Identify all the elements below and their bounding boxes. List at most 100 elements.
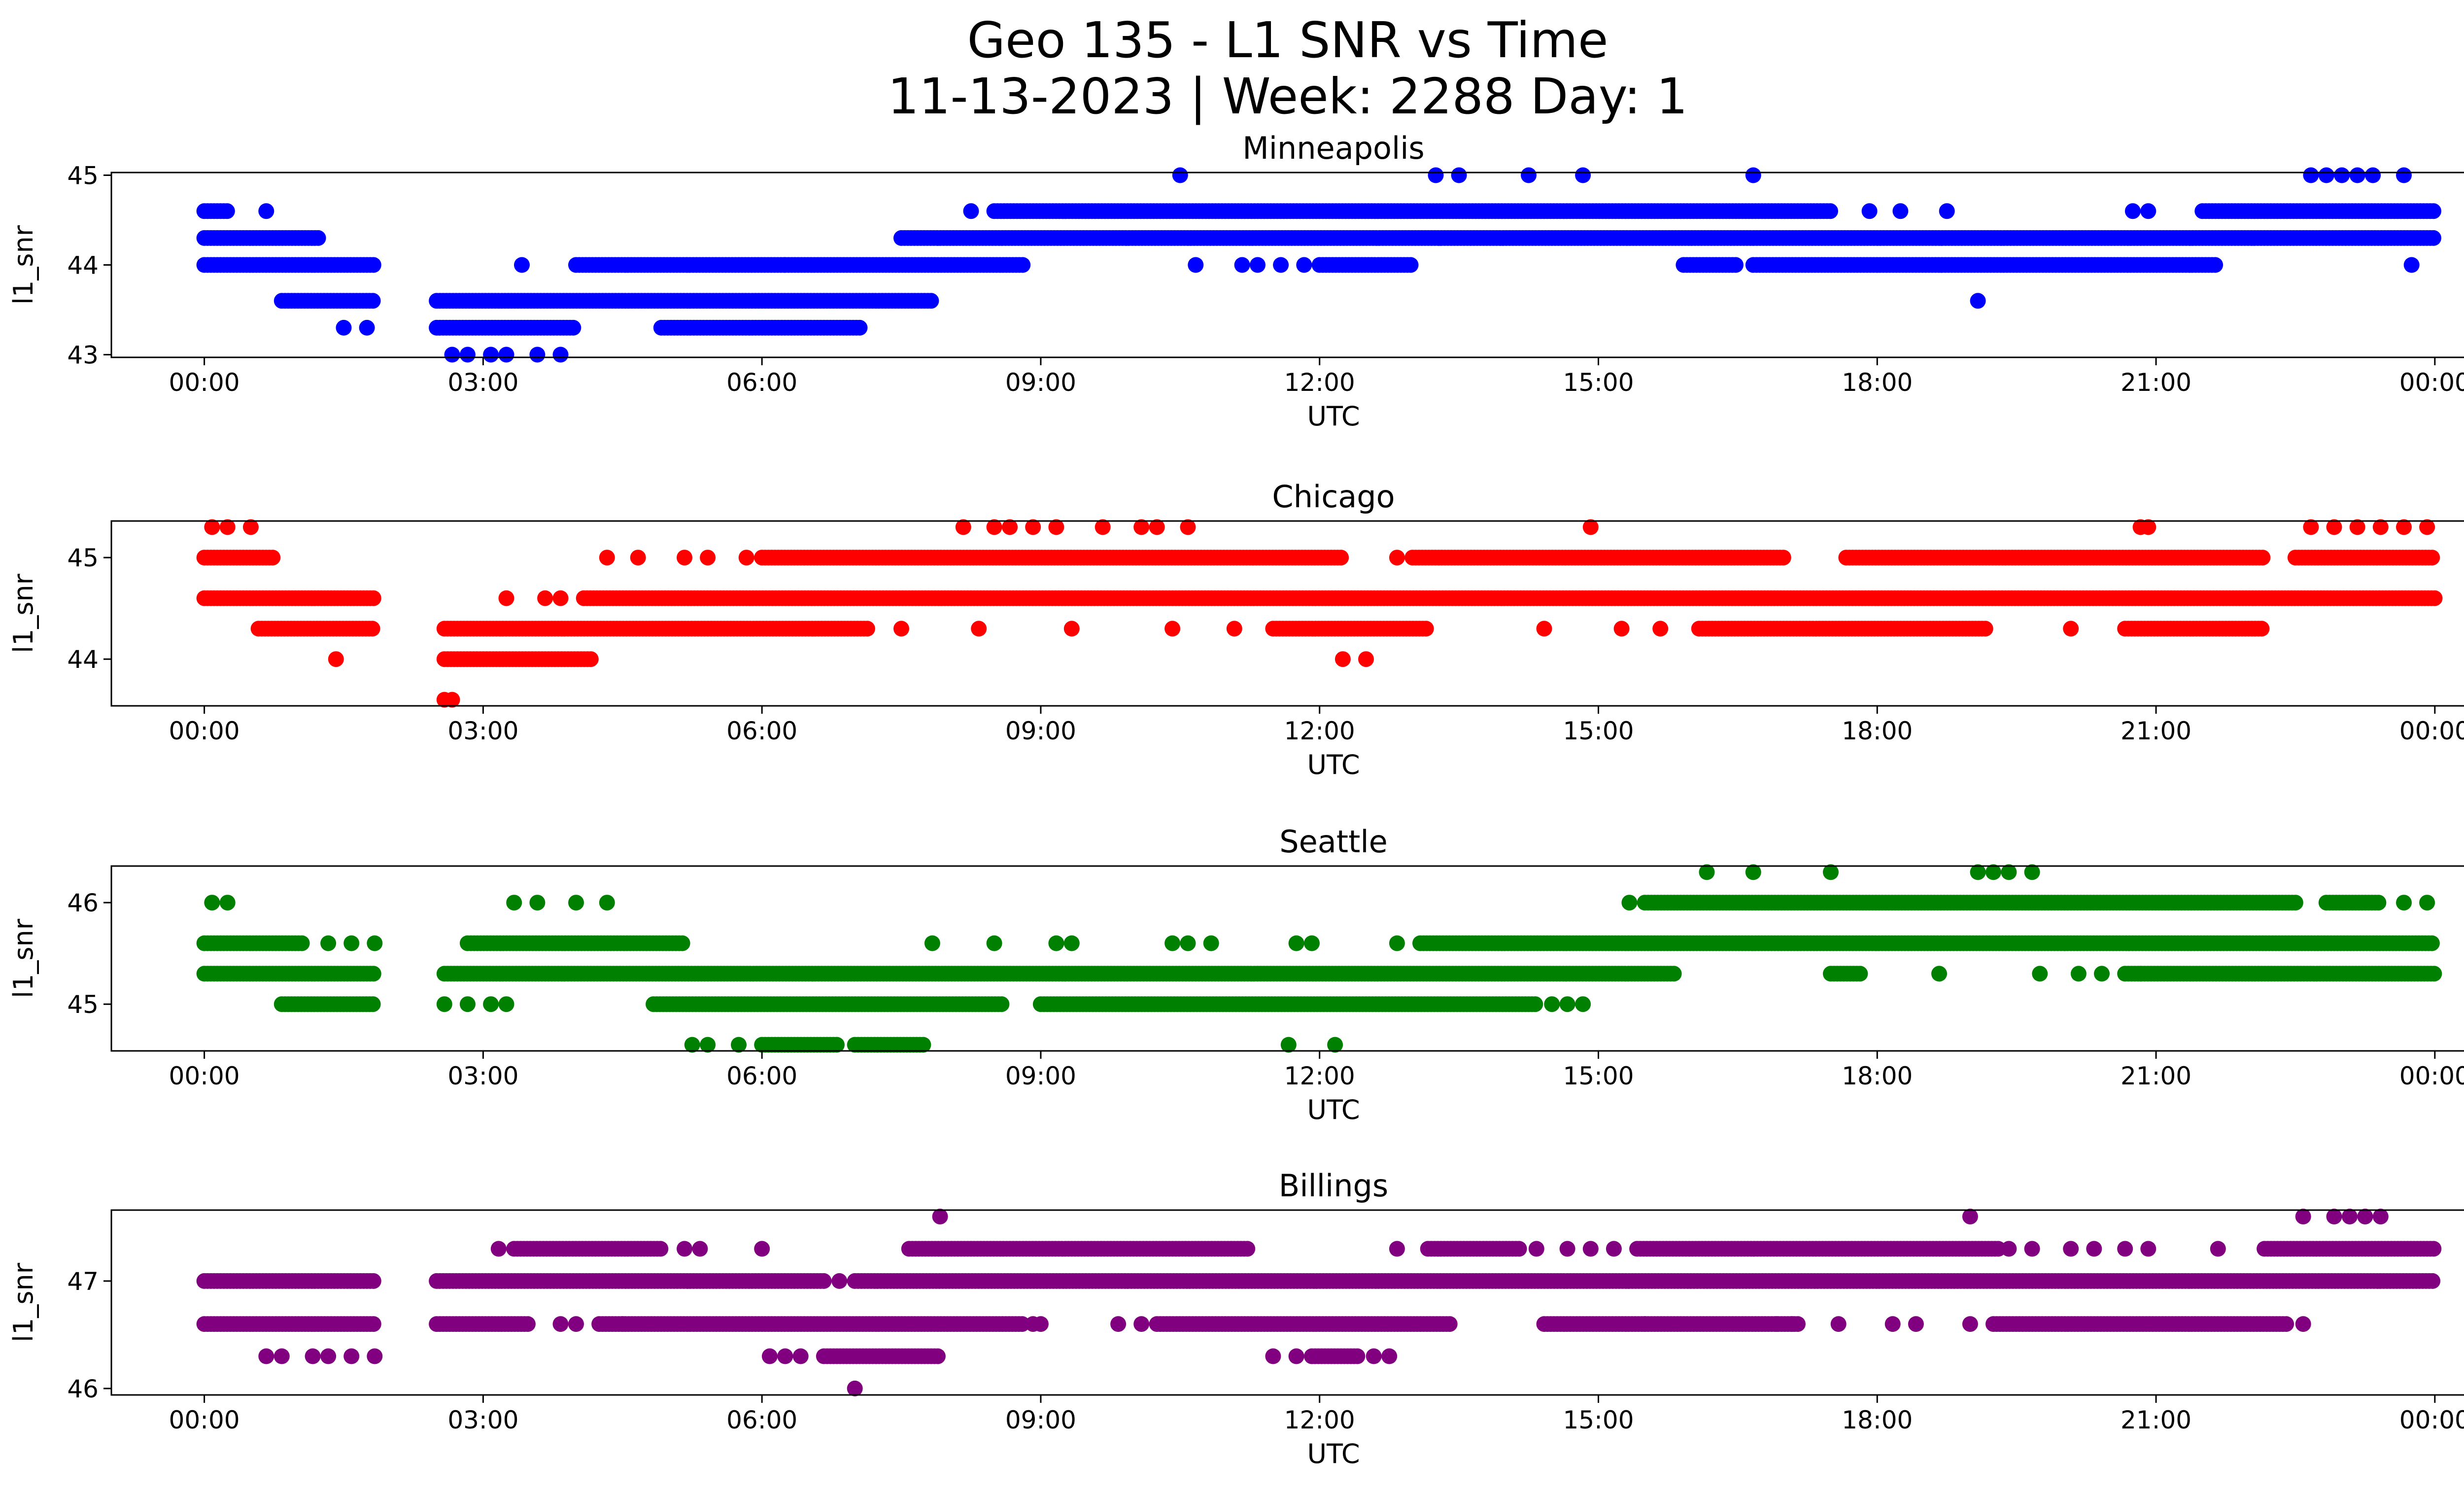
data-point xyxy=(1536,621,1552,637)
data-point xyxy=(565,319,582,336)
x-tick-label: 18:00 xyxy=(1842,717,1913,745)
x-tick-label: 00:00 xyxy=(2399,368,2464,397)
data-point xyxy=(599,895,615,911)
data-point xyxy=(1389,935,1405,951)
data-point xyxy=(1977,621,1993,637)
data-point xyxy=(1304,935,1320,951)
data-point xyxy=(1527,996,1543,1012)
data-point xyxy=(506,895,522,911)
data-point xyxy=(923,293,939,309)
data-point xyxy=(1451,167,1467,183)
data-point xyxy=(359,319,375,336)
data-point xyxy=(1296,257,1312,273)
data-point xyxy=(1745,864,1761,880)
data-point xyxy=(1095,519,1111,535)
data-point xyxy=(1015,257,1031,273)
data-point xyxy=(2424,550,2440,566)
data-point xyxy=(483,347,499,363)
data-point xyxy=(2372,519,2389,535)
y-axis-label: l1_snr xyxy=(8,918,39,998)
panel-title: Minneapolis xyxy=(1242,130,1425,166)
scatter-points-minneapolis xyxy=(196,167,2441,363)
data-point xyxy=(1226,621,1242,637)
panel-minneapolis: 00:00 03:00 06:00 09:00 12:00 15:00 18:00 21:00… xyxy=(8,130,2464,432)
data-point xyxy=(2063,621,2079,637)
data-point xyxy=(1002,519,1018,535)
data-point xyxy=(1403,257,1419,273)
data-point xyxy=(1327,1037,1343,1053)
data-point xyxy=(1188,257,1204,273)
data-point xyxy=(2426,230,2441,246)
data-point xyxy=(963,203,979,219)
data-point xyxy=(1048,519,1064,535)
data-point xyxy=(529,347,546,363)
data-point xyxy=(2426,966,2442,982)
data-point xyxy=(1775,550,1791,566)
data-point xyxy=(2132,966,2149,982)
data-point xyxy=(204,895,220,911)
y-tick-label: 43 xyxy=(67,341,99,370)
data-point xyxy=(365,257,381,273)
data-point xyxy=(1728,257,1744,273)
scatter-points-billings xyxy=(196,1209,2442,1396)
scatter-points-chicago xyxy=(196,519,2443,708)
data-point xyxy=(1335,651,1351,667)
data-point xyxy=(2024,864,2040,880)
x-axis-label: UTC xyxy=(1307,1094,1360,1125)
x-tick-label: 06:00 xyxy=(726,368,797,397)
panel-seattle: 00:00 03:00 06:00 09:00 12:00 15:00 18:00 21:00… xyxy=(8,824,2464,1125)
data-point xyxy=(2334,167,2350,183)
data-point xyxy=(219,895,236,911)
data-point xyxy=(2303,519,2319,535)
data-point xyxy=(2403,257,2420,273)
x-tick-label: 00:00 xyxy=(169,1062,240,1090)
data-point xyxy=(529,895,546,911)
data-point xyxy=(1149,519,1165,535)
x-tick-label: 09:00 xyxy=(1005,717,1076,745)
data-point xyxy=(2349,167,2365,183)
data-point xyxy=(731,1037,747,1053)
data-point xyxy=(2365,167,2381,183)
data-point xyxy=(852,319,868,336)
data-point xyxy=(2032,966,2048,982)
data-point xyxy=(498,347,514,363)
x-axis-label: UTC xyxy=(1307,401,1360,432)
data-point xyxy=(1203,935,1219,951)
x-tick-label: 03:00 xyxy=(447,368,518,397)
data-point xyxy=(498,590,514,606)
data-point xyxy=(2207,257,2224,273)
data-point xyxy=(498,996,514,1012)
data-point xyxy=(365,590,381,606)
data-point xyxy=(1164,935,1181,951)
data-point xyxy=(1239,1241,1256,1257)
data-point xyxy=(1428,167,1444,183)
data-point xyxy=(915,1037,931,1053)
data-point xyxy=(1861,203,1878,219)
data-point xyxy=(258,203,274,219)
data-point xyxy=(829,1037,845,1053)
data-point xyxy=(365,293,381,309)
data-point xyxy=(1133,519,1150,535)
data-point xyxy=(343,935,360,951)
y-tick-label: 44 xyxy=(67,645,99,674)
data-point xyxy=(365,966,381,982)
data-point xyxy=(552,347,569,363)
data-point xyxy=(599,550,615,566)
data-point xyxy=(2124,203,2141,219)
data-point xyxy=(1699,864,1715,880)
data-point xyxy=(2326,519,2342,535)
data-point xyxy=(2396,519,2412,535)
figure-title-line2: 11-13-2023 | Week: 2288 Day: 1 xyxy=(888,68,1688,125)
x-tick-label: 00:00 xyxy=(2399,1062,2464,1090)
axes-frame xyxy=(110,520,2464,707)
data-point xyxy=(1048,935,1064,951)
data-point xyxy=(1063,935,1080,951)
x-tick-label: 18:00 xyxy=(1842,368,1913,397)
data-point xyxy=(1575,996,1591,1012)
data-point xyxy=(204,519,220,535)
data-point xyxy=(1613,621,1630,637)
data-point xyxy=(986,935,1002,951)
data-point xyxy=(444,692,460,708)
y-axis-label: l1_snr xyxy=(8,225,39,305)
